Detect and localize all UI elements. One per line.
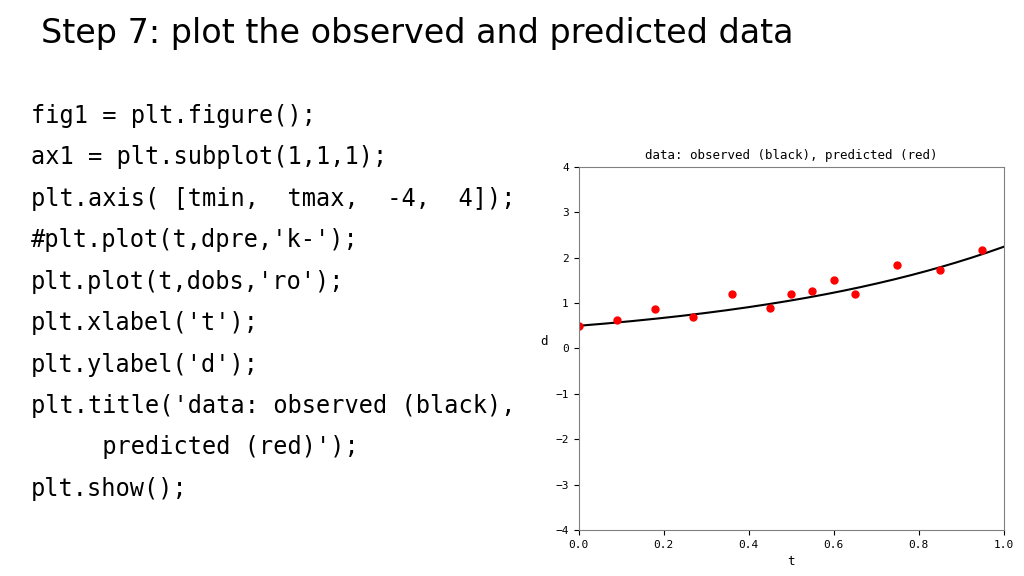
Title: data: observed (black), predicted (red): data: observed (black), predicted (red) <box>645 149 937 162</box>
Text: Step 7: plot the observed and predicted data: Step 7: plot the observed and predicted … <box>41 17 794 50</box>
Text: ax1 = plt.subplot(1,1,1);: ax1 = plt.subplot(1,1,1); <box>31 145 387 169</box>
Text: plt.plot(t,dobs,'ro');: plt.plot(t,dobs,'ro'); <box>31 270 344 294</box>
Text: plt.axis( [tmin,  tmax,  -4,  4]);: plt.axis( [tmin, tmax, -4, 4]); <box>31 187 515 211</box>
Text: predicted (red)');: predicted (red)'); <box>31 435 358 460</box>
Text: plt.show();: plt.show(); <box>31 477 187 501</box>
X-axis label: t: t <box>787 555 795 568</box>
Text: fig1 = plt.figure();: fig1 = plt.figure(); <box>31 104 315 128</box>
Text: plt.title('data: observed (black),: plt.title('data: observed (black), <box>31 394 515 418</box>
Text: plt.ylabel('d');: plt.ylabel('d'); <box>31 353 259 377</box>
Text: #plt.plot(t,dpre,'k-');: #plt.plot(t,dpre,'k-'); <box>31 228 358 252</box>
Y-axis label: d: d <box>541 335 548 348</box>
Text: plt.xlabel('t');: plt.xlabel('t'); <box>31 311 259 335</box>
